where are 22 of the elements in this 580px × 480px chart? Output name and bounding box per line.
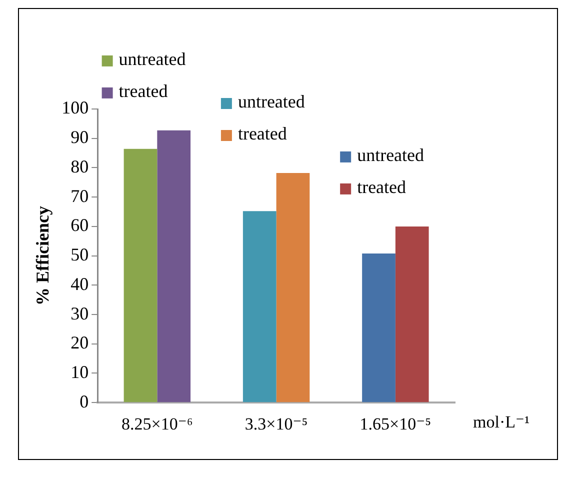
legend-label: treated [357,177,406,198]
y-tick-label: 30 [70,303,89,324]
y-tick-label: 80 [70,156,89,176]
x-tick-label: 8.25×10⁻⁶ [122,414,193,434]
y-tick-label: 100 [62,98,89,118]
y-tick-label: 0 [80,391,89,412]
y-tick-label: 10 [70,362,89,382]
y-tick-label: 70 [70,186,89,206]
legend-label: untreated [238,92,305,112]
legend-label: untreated [118,49,186,70]
y-axis-title: % Efficiency [32,206,52,306]
legend-label: treated [238,124,287,144]
legend-label: untreated [357,145,424,166]
x-axis-title: mol·L⁻¹ [473,412,530,432]
y-tick-label: 20 [70,332,89,353]
y-tick-label: 40 [70,274,89,294]
x-tick-label: 1.65×10⁻⁵ [360,414,432,434]
legend-label: treated [118,81,168,102]
y-tick-label: 90 [70,127,89,148]
y-tick-label: 60 [70,215,89,236]
x-tick-label: 3.3×10⁻⁵ [244,414,308,434]
y-tick-label: 50 [70,244,89,265]
